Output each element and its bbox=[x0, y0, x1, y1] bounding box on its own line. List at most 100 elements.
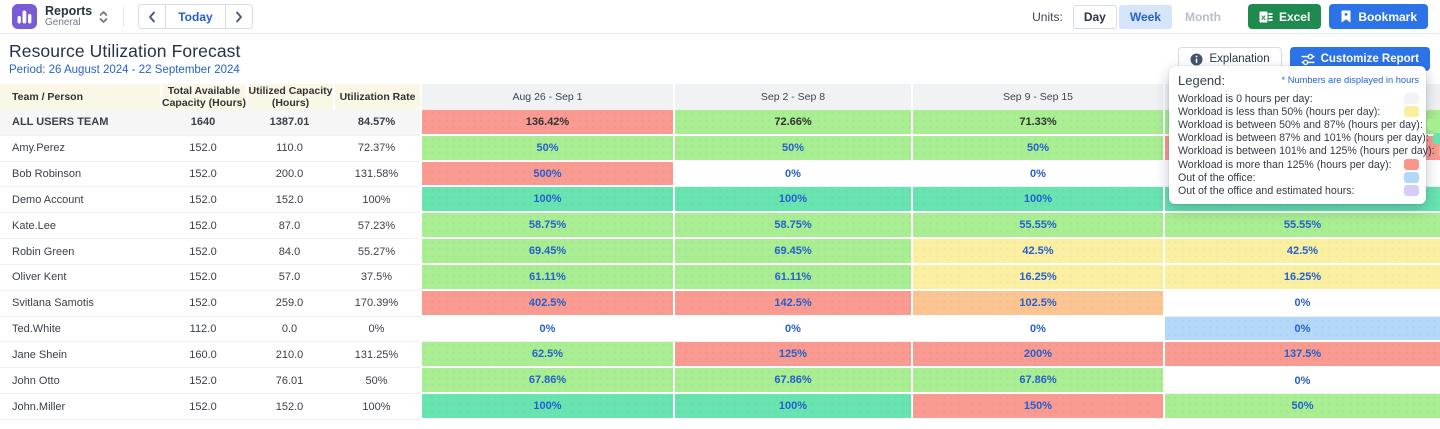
week-utilization-cell: 16.25% bbox=[1163, 264, 1440, 291]
utilized-capacity-cell: 76.01 bbox=[246, 368, 333, 395]
column-header: Aug 26 - Sep 1 bbox=[420, 84, 673, 110]
column-header: Utilization Rate bbox=[333, 84, 420, 110]
person-name-cell: Bob Robinson bbox=[0, 161, 160, 188]
column-header: Total Available Capacity (Hours) bbox=[160, 84, 247, 110]
person-name-cell: John.Miller bbox=[0, 394, 160, 420]
top-bar: Reports General Today Units: Day Week Mo… bbox=[0, 0, 1440, 34]
legend-item: Workload is less than 50% (hours per day… bbox=[1178, 105, 1419, 118]
week-utilization-cell: 61.11% bbox=[673, 264, 911, 291]
week-utilization-cell: 0% bbox=[1163, 316, 1440, 343]
report-selector[interactable]: Reports General bbox=[45, 4, 92, 29]
bar-chart-icon bbox=[17, 10, 32, 23]
legend-item-label: Workload is between 87% and 101% (hours … bbox=[1178, 132, 1429, 145]
next-period-button[interactable] bbox=[224, 5, 252, 28]
legend-item: Out of the office and estimated hours: bbox=[1178, 184, 1419, 197]
total-capacity-cell: 112.0 bbox=[160, 316, 246, 343]
utilized-capacity-cell: 210.0 bbox=[246, 342, 333, 369]
utilization-rate-cell: 131.58% bbox=[333, 161, 420, 188]
legend-item: Workload is 0 hours per day: bbox=[1178, 92, 1419, 105]
week-utilization-cell: 16.25% bbox=[911, 264, 1163, 291]
utilized-capacity-cell: 152.0 bbox=[246, 187, 333, 214]
week-utilization-cell: 55.55% bbox=[1163, 213, 1440, 240]
utilized-capacity-cell: 84.0 bbox=[246, 239, 333, 265]
units-month-button[interactable]: Month bbox=[1184, 9, 1221, 24]
utilization-rate-cell: 131.25% bbox=[333, 342, 420, 369]
units-week-button[interactable]: Week bbox=[1118, 4, 1172, 29]
topbar-right: Units: Day Week Month x Excel Bookmark bbox=[1032, 4, 1428, 29]
week-utilization-cell: 55.55% bbox=[911, 213, 1163, 240]
excel-export-button[interactable]: x Excel bbox=[1247, 4, 1322, 29]
total-capacity-cell: 152.0 bbox=[160, 135, 246, 162]
total-capacity-cell: 152.0 bbox=[160, 368, 246, 395]
table-row: Robin Green 152.0 84.0 55.27% 69.45% 69.45% 42… bbox=[0, 239, 1440, 265]
column-header: Sep 2 - Sep 8 bbox=[673, 84, 911, 110]
units-day-button[interactable]: Day bbox=[1072, 4, 1117, 29]
legend-item: Workload is between 87% and 101% (hours … bbox=[1178, 132, 1440, 145]
units-label: Units: bbox=[1032, 9, 1063, 24]
total-capacity-cell: 1640 bbox=[160, 110, 246, 136]
legend-item: Workload is more than 125% (hours per da… bbox=[1178, 158, 1419, 171]
column-header: Team / Person bbox=[0, 84, 160, 110]
table-row: John.Miller 152.0 152.0 100% 100% 100% 150% 50% bbox=[0, 394, 1440, 420]
week-utilization-cell: 67.86% bbox=[420, 368, 673, 395]
legend-item: Workload is between 101% and 125% (hours… bbox=[1178, 145, 1440, 158]
utilized-capacity-cell: 87.0 bbox=[246, 213, 333, 240]
bookmark-button-label: Bookmark bbox=[1358, 9, 1417, 24]
week-utilization-cell: 58.75% bbox=[673, 213, 911, 240]
total-capacity-cell: 152.0 bbox=[160, 213, 246, 240]
prev-period-button[interactable] bbox=[139, 5, 166, 28]
column-header: Utilized Capacity (Hours) bbox=[246, 84, 333, 110]
column-header: Sep 9 - Sep 15 bbox=[911, 84, 1163, 110]
week-utilization-cell: 71.33% bbox=[911, 110, 1163, 136]
week-utilization-cell: 67.86% bbox=[911, 368, 1163, 395]
week-utilization-cell: 69.45% bbox=[673, 239, 911, 265]
legend-item-label: Workload is more than 125% (hours per da… bbox=[1178, 158, 1392, 171]
today-button[interactable]: Today bbox=[165, 5, 225, 28]
week-utilization-cell: 500% bbox=[420, 161, 673, 188]
person-name-cell: Jane Shein bbox=[0, 342, 160, 369]
total-capacity-cell: 152.0 bbox=[160, 264, 246, 291]
week-utilization-cell: 100% bbox=[420, 394, 673, 420]
week-utilization-cell: 72.66% bbox=[673, 110, 911, 136]
person-name-cell: Robin Green bbox=[0, 239, 160, 265]
week-utilization-cell: 0% bbox=[1163, 290, 1440, 317]
week-utilization-cell: 0% bbox=[1163, 368, 1440, 395]
week-utilization-cell: 50% bbox=[420, 135, 673, 162]
chevron-up-down-icon[interactable] bbox=[98, 9, 109, 25]
person-name-cell: ALL USERS TEAM bbox=[0, 110, 160, 136]
report-header: Resource Utilization Forecast Period: 26… bbox=[0, 34, 1440, 84]
sliders-icon bbox=[1301, 53, 1315, 65]
legend-popup: Legend: * Numbers are displayed in hours… bbox=[1169, 66, 1440, 204]
week-utilization-cell: 42.5% bbox=[911, 239, 1163, 265]
week-utilization-cell: 42.5% bbox=[1163, 239, 1440, 265]
week-utilization-cell: 50% bbox=[673, 135, 911, 162]
divider bbox=[123, 6, 125, 27]
utilized-capacity-cell: 152.0 bbox=[246, 394, 333, 420]
utilization-rate-cell: 57.23% bbox=[333, 213, 420, 240]
week-utilization-cell: 402.5% bbox=[420, 290, 673, 317]
total-capacity-cell: 160.0 bbox=[160, 342, 246, 369]
legend-item: Out of the office: bbox=[1178, 171, 1419, 184]
utilization-rate-cell: 0% bbox=[333, 316, 420, 343]
utilization-rate-cell: 50% bbox=[333, 368, 420, 395]
legend-color-swatch bbox=[1404, 172, 1419, 184]
week-utilization-cell: 0% bbox=[911, 161, 1163, 188]
utilized-capacity-cell: 259.0 bbox=[246, 290, 333, 317]
excel-icon: x bbox=[1259, 11, 1273, 22]
reports-app-icon bbox=[12, 4, 37, 29]
excel-button-label: Excel bbox=[1278, 9, 1311, 24]
bookmark-button[interactable]: Bookmark bbox=[1329, 4, 1428, 29]
page-title: Resource Utilization Forecast bbox=[9, 40, 241, 61]
legend-item-label: Out of the office and estimated hours: bbox=[1178, 184, 1355, 197]
total-capacity-cell: 152.0 bbox=[160, 161, 246, 188]
week-utilization-cell: 102.5% bbox=[911, 290, 1163, 317]
total-capacity-cell: 152.0 bbox=[160, 187, 246, 214]
utilization-rate-cell: 170.39% bbox=[333, 290, 420, 317]
week-utilization-cell: 67.86% bbox=[673, 368, 911, 395]
legend-color-swatch bbox=[1404, 159, 1419, 171]
table-row: Ted.White 112.0 0.0 0% 0% 0% 0% 0% bbox=[0, 316, 1440, 343]
week-utilization-cell: 100% bbox=[673, 187, 911, 214]
week-utilization-cell: 62.5% bbox=[420, 342, 673, 369]
week-utilization-cell: 58.75% bbox=[420, 213, 673, 240]
person-name-cell: Amy.Perez bbox=[0, 135, 160, 162]
